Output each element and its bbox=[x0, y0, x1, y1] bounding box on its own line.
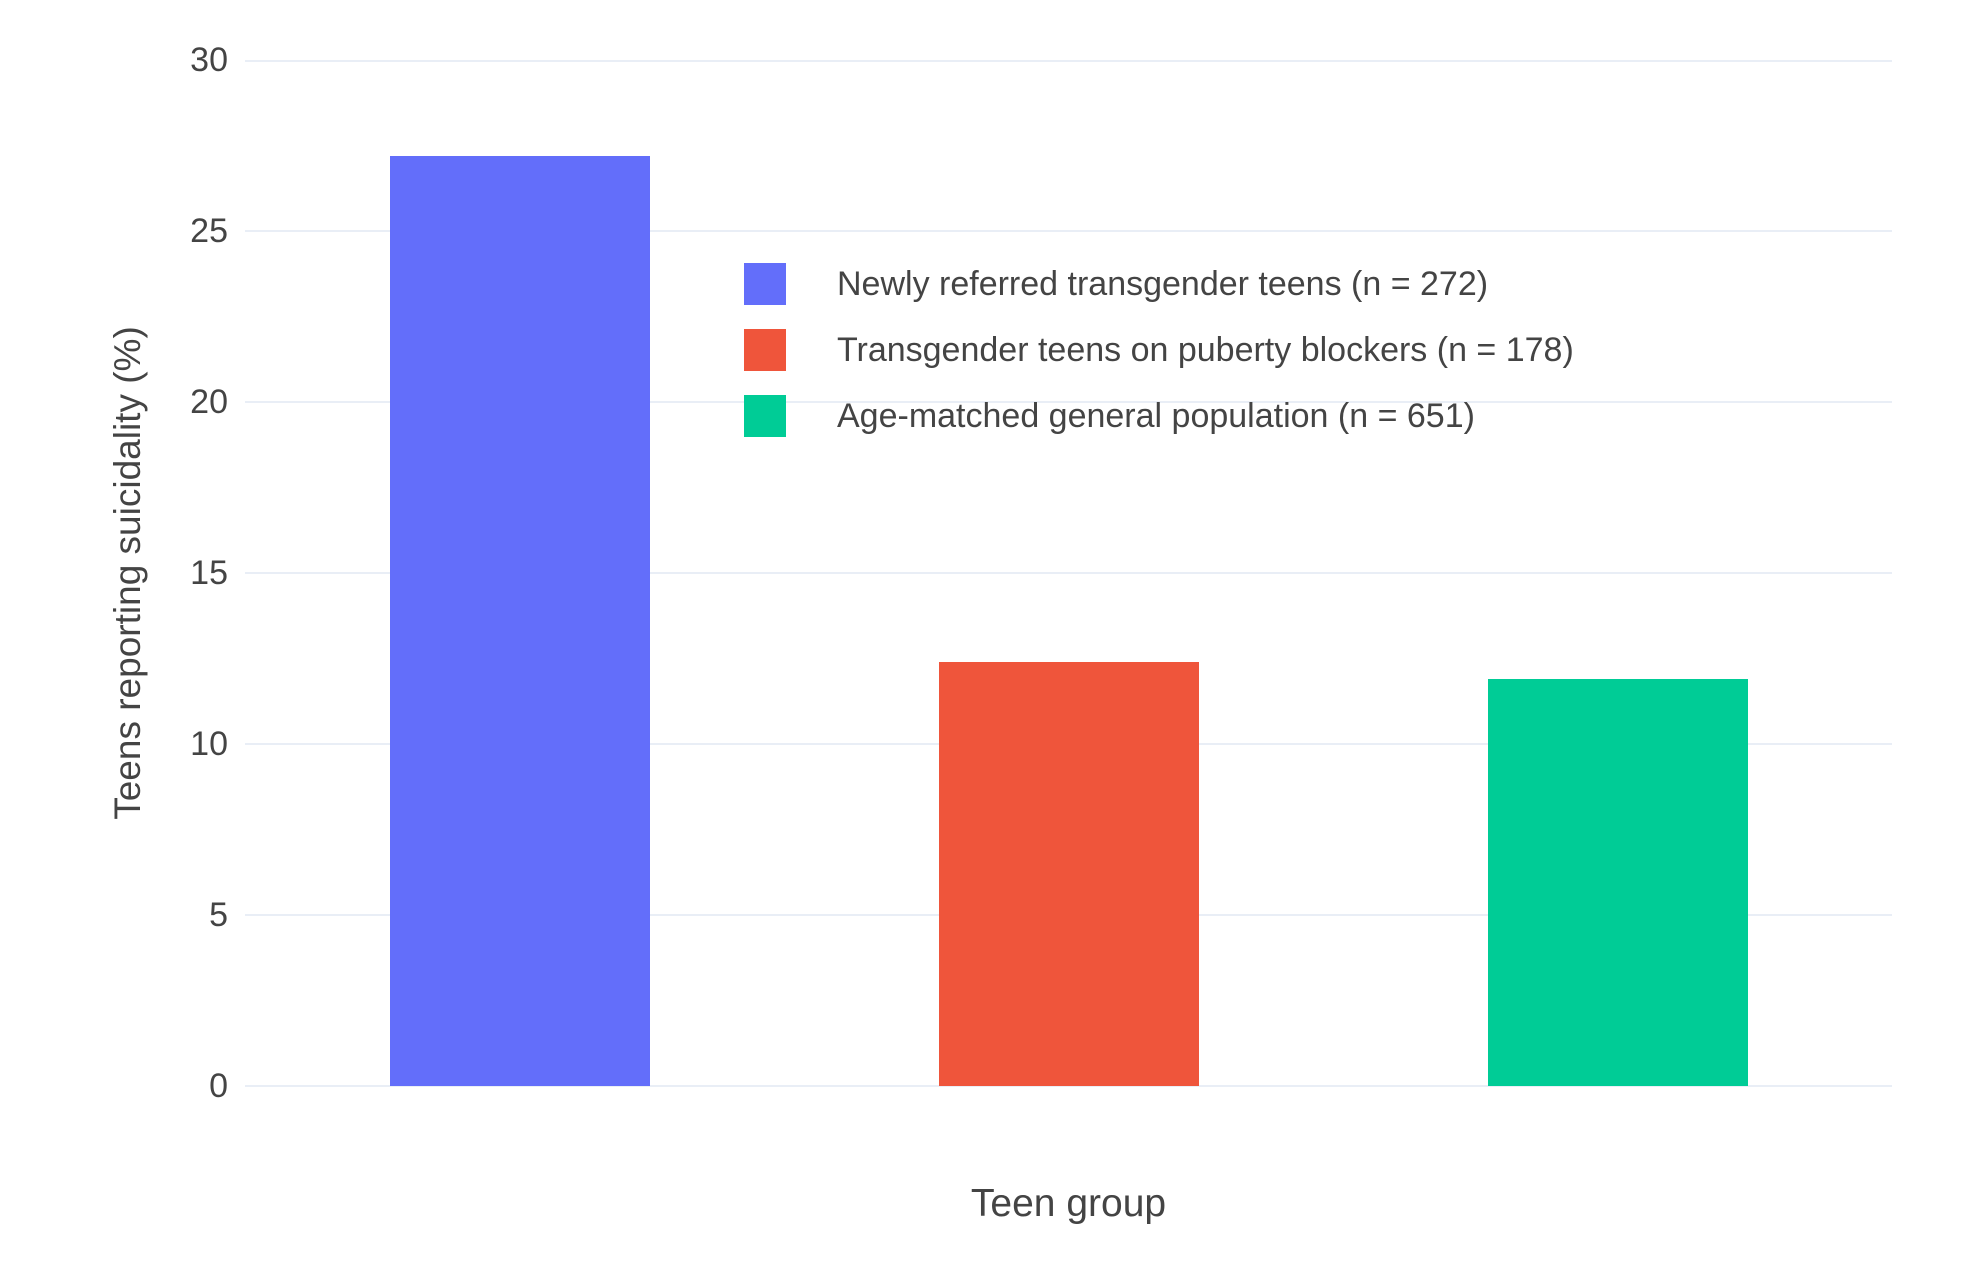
gridline-y-20 bbox=[245, 401, 1892, 403]
legend-swatch-icon bbox=[744, 395, 786, 437]
y-tick-label: 5 bbox=[209, 896, 228, 934]
gridline-y-25 bbox=[245, 230, 1892, 232]
gridline-y-0 bbox=[245, 1085, 1892, 1087]
y-tick-label: 20 bbox=[190, 383, 228, 421]
y-axis-tick-labels: 0 5 10 15 20 25 30 bbox=[0, 41, 228, 1105]
legend: Newly referred transgender teens (n = 27… bbox=[744, 263, 1574, 461]
y-tick-label: 0 bbox=[209, 1067, 228, 1105]
legend-swatch-icon bbox=[744, 329, 786, 371]
gridline-y-15 bbox=[245, 572, 1892, 574]
plot-area bbox=[245, 60, 1892, 1087]
legend-label: Age-matched general population (n = 651) bbox=[837, 396, 1475, 435]
legend-item-3[interactable]: Age-matched general population (n = 651) bbox=[744, 395, 1574, 437]
y-tick-label: 30 bbox=[190, 41, 228, 79]
y-tick-label: 15 bbox=[190, 554, 228, 592]
bar-3 bbox=[1487, 679, 1748, 1086]
bar-1 bbox=[389, 155, 650, 1086]
legend-swatch-icon bbox=[744, 263, 786, 305]
legend-item-2[interactable]: Transgender teens on puberty blockers (n… bbox=[744, 329, 1574, 371]
gridline-y-30 bbox=[245, 60, 1892, 62]
y-tick-label: 10 bbox=[190, 725, 228, 763]
legend-item-1[interactable]: Newly referred transgender teens (n = 27… bbox=[744, 263, 1574, 305]
x-axis-title: Teen group bbox=[970, 1182, 1167, 1225]
legend-label: Transgender teens on puberty blockers (n… bbox=[837, 330, 1574, 369]
legend-label: Newly referred transgender teens (n = 27… bbox=[837, 264, 1489, 303]
y-tick-label: 25 bbox=[190, 212, 228, 250]
bar-2 bbox=[938, 661, 1199, 1086]
